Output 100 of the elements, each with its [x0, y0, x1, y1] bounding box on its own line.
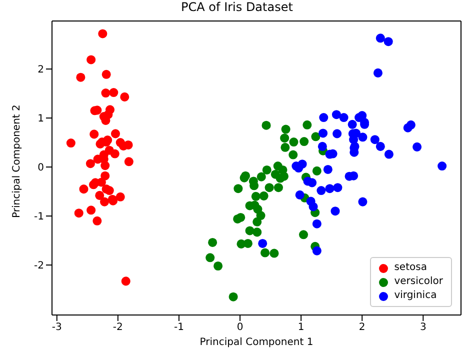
point — [208, 238, 218, 247]
point — [325, 184, 334, 194]
point — [311, 132, 320, 142]
point — [319, 113, 328, 122]
point — [332, 110, 341, 120]
point — [258, 238, 268, 248]
point — [384, 150, 394, 159]
point — [92, 216, 102, 226]
x-tick-label: -3 — [52, 322, 62, 334]
point — [312, 219, 322, 228]
point — [101, 88, 110, 98]
point — [100, 171, 110, 180]
x-tick-label: 2 — [358, 322, 366, 334]
point — [330, 206, 340, 216]
point — [121, 276, 130, 286]
point — [262, 165, 272, 174]
point — [348, 120, 357, 129]
point — [384, 37, 393, 46]
point — [280, 142, 290, 152]
point — [102, 70, 111, 79]
point — [412, 142, 422, 152]
x-tick-label: 3 — [420, 322, 426, 334]
chart-title: PCA of Iris Dataset — [180, 0, 294, 14]
point — [318, 142, 327, 151]
point — [358, 197, 368, 206]
point — [323, 164, 332, 174]
x-tick-label: 0 — [236, 322, 244, 334]
point — [281, 124, 290, 134]
point — [312, 166, 322, 176]
x-tick-label: 1 — [298, 322, 304, 334]
point — [86, 159, 95, 168]
point — [260, 248, 270, 258]
point — [274, 183, 283, 192]
point — [116, 192, 125, 202]
point — [288, 150, 298, 160]
y-tick-label: 2 — [38, 64, 44, 76]
legend-label: versicolor — [394, 275, 443, 289]
point — [98, 29, 108, 38]
point — [270, 170, 280, 179]
point — [298, 230, 308, 240]
legend-label: setosa — [394, 261, 427, 275]
point — [253, 204, 262, 214]
point — [251, 192, 260, 201]
point — [86, 206, 96, 215]
point — [90, 130, 99, 139]
y-tick-label: 0 — [38, 162, 44, 174]
point — [206, 253, 215, 262]
point — [214, 261, 223, 271]
point — [228, 292, 238, 302]
point — [95, 190, 104, 200]
point — [120, 92, 130, 102]
point — [100, 197, 110, 206]
point — [280, 134, 290, 143]
point — [262, 120, 271, 130]
point — [252, 228, 262, 237]
point — [124, 157, 134, 166]
point — [109, 88, 118, 98]
point — [358, 132, 368, 142]
point — [289, 138, 298, 147]
y-tick-label: 1 — [38, 114, 44, 125]
point — [256, 172, 266, 182]
point — [116, 138, 125, 148]
point — [318, 128, 328, 138]
point — [300, 137, 309, 146]
point — [234, 184, 243, 194]
point — [339, 113, 348, 122]
point — [252, 217, 262, 226]
point — [316, 186, 326, 196]
point — [373, 68, 382, 78]
point — [376, 142, 385, 151]
x-tick-label: -1 — [174, 322, 184, 334]
point — [79, 184, 88, 194]
y-tick-label: -2 — [34, 260, 44, 272]
point — [100, 161, 110, 170]
point — [236, 239, 246, 248]
point — [308, 202, 318, 212]
point — [233, 214, 242, 224]
y-axis-title: Principal Component 2 — [12, 104, 23, 218]
point — [370, 135, 380, 144]
point — [270, 248, 279, 258]
point — [438, 162, 447, 171]
x-tick-label: -2 — [112, 322, 123, 334]
point — [245, 226, 254, 236]
point — [303, 176, 312, 186]
point — [312, 246, 322, 256]
point — [105, 105, 115, 114]
x-axis-title: Principal Component 1 — [200, 337, 314, 348]
point — [259, 191, 268, 200]
point — [264, 183, 274, 192]
point — [302, 120, 312, 130]
point — [406, 120, 416, 130]
point — [110, 129, 120, 138]
point — [86, 55, 96, 64]
point — [66, 138, 76, 148]
point — [74, 208, 84, 218]
point — [273, 162, 282, 171]
legend-label: virginica — [394, 289, 437, 303]
point — [76, 72, 86, 82]
point — [295, 190, 304, 200]
y-tick-label: -1 — [34, 212, 44, 223]
